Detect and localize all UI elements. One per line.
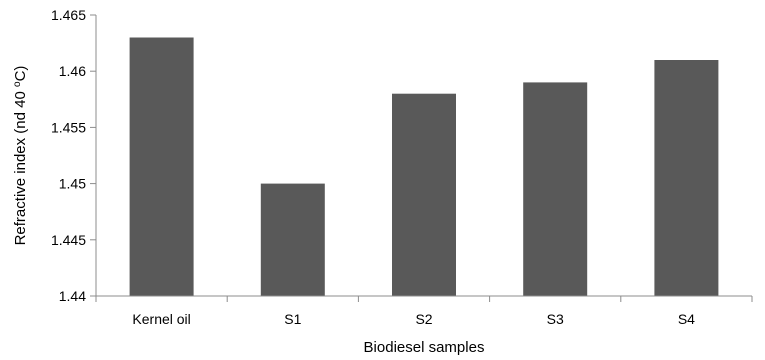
y-axis-title: Refractive index (nd 40 oC) [12, 66, 29, 246]
x-axis-title: Biodiesel samples [364, 339, 485, 356]
x-tick-label: S3 [547, 311, 564, 327]
x-tick-label: Kernel oil [132, 311, 190, 327]
bar-s2 [392, 93, 456, 296]
y-tick-label: 1.45 [59, 176, 86, 192]
y-tick-label: 1.445 [51, 232, 86, 248]
y-axis-ticks: 1.44 1.445 1.45 1.455 1.46 1.465 [51, 7, 96, 304]
bar-s1 [260, 183, 325, 296]
y-tick-label: 1.465 [51, 7, 86, 23]
bar-s3 [523, 82, 588, 297]
x-tick-label: S2 [415, 311, 432, 327]
x-tick-label: S1 [284, 311, 301, 327]
x-tick-label: S4 [678, 311, 695, 327]
y-tick-label: 1.44 [59, 288, 86, 304]
bar-s4 [654, 60, 719, 296]
y-tick-label: 1.46 [59, 63, 86, 79]
bar-kernel-oil [129, 37, 194, 296]
bar-group [129, 37, 719, 297]
y-tick-label: 1.455 [51, 119, 86, 135]
x-axis-ticks: Kernel oil S1 S2 S3 S4 [95, 296, 753, 327]
